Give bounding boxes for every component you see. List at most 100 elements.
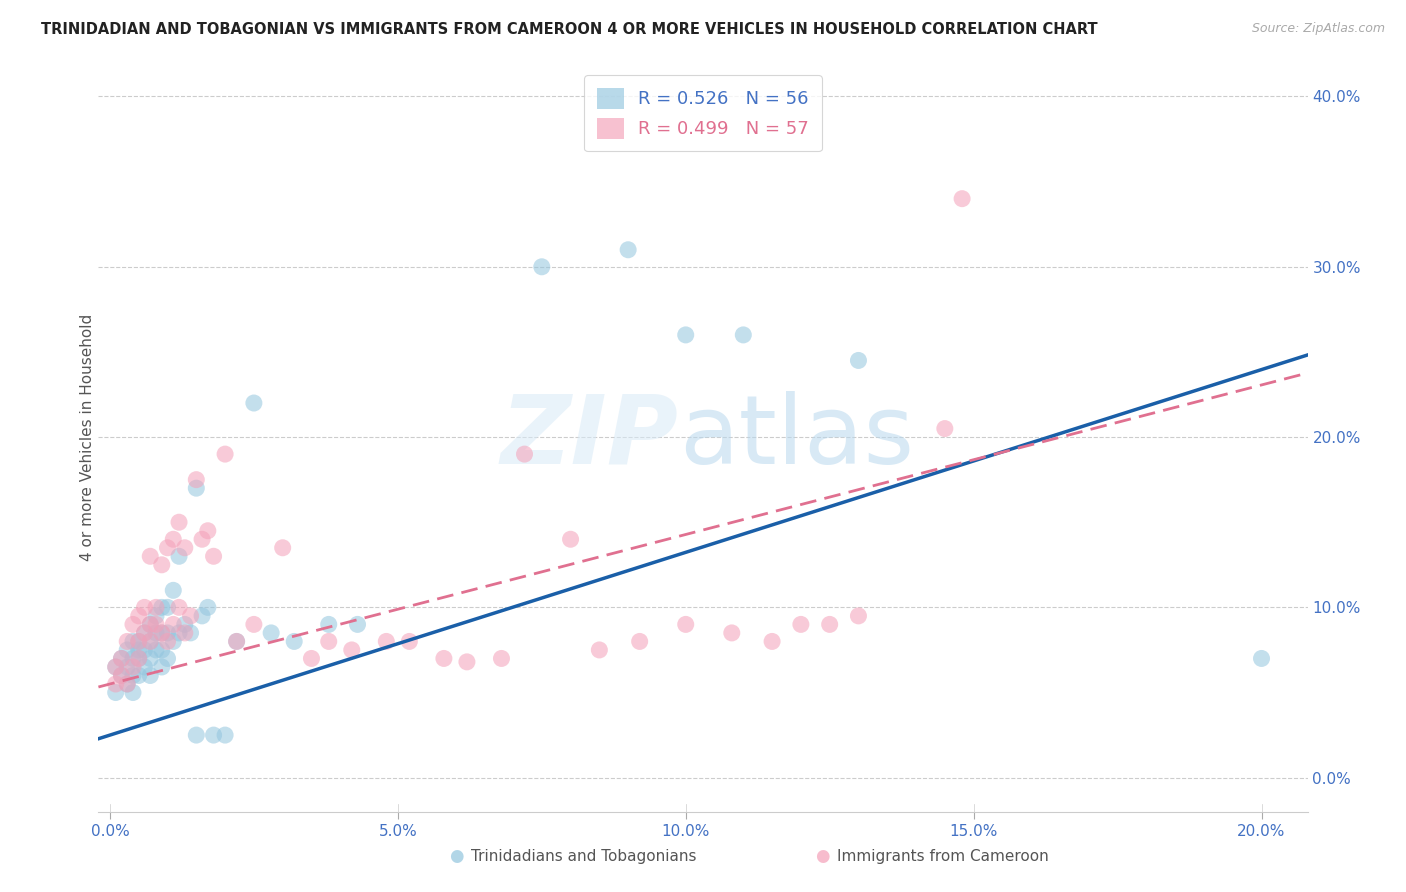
Point bbox=[340, 643, 363, 657]
Point bbox=[145, 608, 167, 623]
Point bbox=[128, 651, 150, 665]
Point bbox=[790, 617, 813, 632]
Point bbox=[122, 685, 145, 699]
Point bbox=[162, 617, 184, 632]
Point bbox=[162, 583, 184, 598]
Point bbox=[398, 634, 420, 648]
Point bbox=[818, 617, 841, 632]
Point bbox=[243, 617, 266, 632]
Point bbox=[145, 626, 167, 640]
Point bbox=[128, 668, 150, 682]
Text: Immigrants from Cameroon: Immigrants from Cameroon bbox=[837, 849, 1049, 863]
Point bbox=[104, 685, 127, 699]
Point bbox=[110, 668, 132, 682]
Point bbox=[145, 600, 167, 615]
Point bbox=[150, 660, 173, 674]
Point bbox=[150, 600, 173, 615]
Point bbox=[139, 634, 162, 648]
Point bbox=[150, 626, 173, 640]
Point bbox=[186, 473, 208, 487]
Point bbox=[560, 533, 582, 547]
Point bbox=[173, 617, 195, 632]
Point bbox=[115, 634, 138, 648]
Point bbox=[134, 660, 156, 674]
Point bbox=[628, 634, 651, 648]
Point bbox=[848, 608, 870, 623]
Point bbox=[134, 643, 156, 657]
Point bbox=[186, 481, 208, 495]
Point bbox=[283, 634, 305, 648]
Text: ●: ● bbox=[450, 847, 464, 865]
Point bbox=[167, 600, 190, 615]
Point bbox=[150, 558, 173, 572]
Point bbox=[530, 260, 553, 274]
Point bbox=[128, 634, 150, 648]
Text: ZIP: ZIP bbox=[501, 391, 679, 483]
Point bbox=[145, 617, 167, 632]
Point bbox=[139, 617, 162, 632]
Point bbox=[115, 660, 138, 674]
Point bbox=[139, 549, 162, 564]
Point bbox=[243, 396, 266, 410]
Point bbox=[214, 447, 236, 461]
Point bbox=[128, 634, 150, 648]
Point bbox=[134, 626, 156, 640]
Point bbox=[162, 634, 184, 648]
Point bbox=[139, 617, 162, 632]
Point bbox=[225, 634, 247, 648]
Point bbox=[110, 651, 132, 665]
Point bbox=[675, 617, 697, 632]
Point bbox=[134, 600, 156, 615]
Point bbox=[156, 651, 179, 665]
Point bbox=[122, 634, 145, 648]
Point bbox=[150, 643, 173, 657]
Point bbox=[197, 600, 219, 615]
Point bbox=[675, 327, 697, 342]
Point bbox=[491, 651, 513, 665]
Point bbox=[167, 549, 190, 564]
Point bbox=[156, 634, 179, 648]
Point bbox=[122, 660, 145, 674]
Point bbox=[173, 626, 195, 640]
Text: Trinidadians and Tobagonians: Trinidadians and Tobagonians bbox=[471, 849, 696, 863]
Point bbox=[214, 728, 236, 742]
Text: Source: ZipAtlas.com: Source: ZipAtlas.com bbox=[1251, 22, 1385, 36]
Point bbox=[128, 651, 150, 665]
Point bbox=[167, 515, 190, 529]
Point bbox=[456, 655, 478, 669]
Point bbox=[115, 643, 138, 657]
Point bbox=[115, 677, 138, 691]
Legend: R = 0.526   N = 56, R = 0.499   N = 57: R = 0.526 N = 56, R = 0.499 N = 57 bbox=[585, 75, 821, 152]
Point bbox=[134, 626, 156, 640]
Point bbox=[318, 617, 340, 632]
Point bbox=[156, 626, 179, 640]
Point bbox=[588, 643, 610, 657]
Point bbox=[156, 541, 179, 555]
Point bbox=[346, 617, 368, 632]
Text: TRINIDADIAN AND TOBAGONIAN VS IMMIGRANTS FROM CAMEROON 4 OR MORE VEHICLES IN HOU: TRINIDADIAN AND TOBAGONIAN VS IMMIGRANTS… bbox=[41, 22, 1098, 37]
Point bbox=[433, 651, 456, 665]
Point bbox=[617, 243, 640, 257]
Point bbox=[375, 634, 398, 648]
Point bbox=[139, 668, 162, 682]
Text: atlas: atlas bbox=[679, 391, 914, 483]
Point bbox=[225, 634, 247, 648]
Point bbox=[167, 626, 190, 640]
Point bbox=[301, 651, 323, 665]
Point bbox=[202, 549, 225, 564]
Point bbox=[173, 541, 195, 555]
Point bbox=[104, 677, 127, 691]
Point bbox=[122, 651, 145, 665]
Text: ●: ● bbox=[815, 847, 830, 865]
Point bbox=[260, 626, 283, 640]
Point bbox=[202, 728, 225, 742]
Point bbox=[128, 643, 150, 657]
Point bbox=[139, 634, 162, 648]
Point bbox=[848, 353, 870, 368]
Point bbox=[1250, 651, 1272, 665]
Point bbox=[191, 608, 214, 623]
Point bbox=[104, 660, 127, 674]
Point bbox=[128, 608, 150, 623]
Point bbox=[156, 600, 179, 615]
Point bbox=[513, 447, 536, 461]
